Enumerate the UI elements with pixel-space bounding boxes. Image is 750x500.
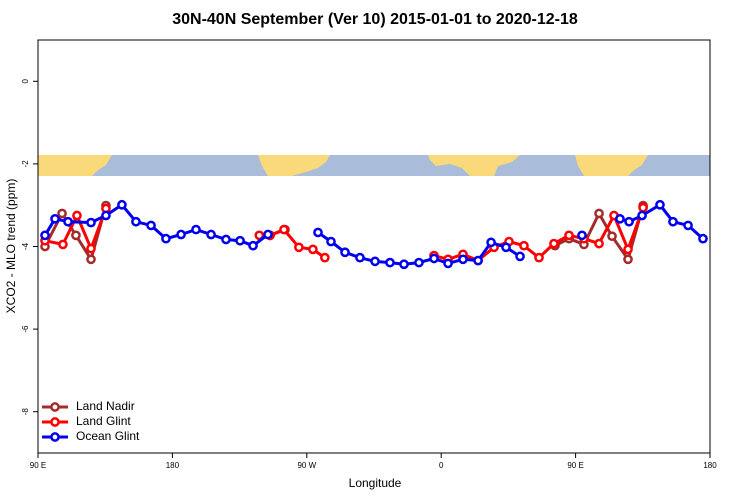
- plot-frame: [37, 39, 711, 454]
- data-point: [355, 252, 365, 263]
- legend-label: Land Glint: [76, 414, 131, 428]
- x-tick-label: 90 W: [297, 461, 316, 470]
- data-point: [72, 210, 82, 221]
- data-point: [117, 199, 127, 210]
- y-tick-label: 0: [21, 79, 30, 84]
- map-strip: [38, 155, 710, 176]
- data-point: [515, 251, 525, 262]
- data-point: [414, 257, 424, 268]
- data-point: [263, 229, 273, 240]
- chart-title: 30N-40N September (Ver 10) 2015-01-01 to…: [172, 11, 578, 28]
- data-point: [594, 208, 604, 219]
- data-point: [615, 213, 625, 224]
- x-axis-label: Longitude: [349, 476, 402, 490]
- data-point: [638, 202, 648, 213]
- data-point: [308, 244, 318, 255]
- data-point: [71, 230, 81, 241]
- x-tick-label: 180: [166, 461, 180, 470]
- data-point: [683, 220, 693, 231]
- data-point: [191, 224, 201, 235]
- data-point: [254, 230, 265, 241]
- data-point: [131, 216, 141, 227]
- data-point: [50, 213, 60, 224]
- data-point: [63, 216, 73, 227]
- y-tick-label: -4: [21, 242, 30, 250]
- data-point: [221, 234, 231, 245]
- data-point: [534, 252, 544, 263]
- data-point: [549, 238, 559, 249]
- data-point: [40, 230, 50, 241]
- data-point: [429, 253, 439, 264]
- data-point: [58, 239, 68, 250]
- data-point: [326, 236, 336, 247]
- data-point: [176, 229, 186, 240]
- data-point: [313, 227, 323, 238]
- data-point: [486, 237, 496, 248]
- data-point: [86, 217, 96, 228]
- data-point: [624, 216, 634, 227]
- data-point: [385, 257, 395, 268]
- data-point: [161, 233, 171, 244]
- data-point: [279, 224, 289, 235]
- y-axis-label: XCO2 - MLO trend (ppm): [4, 179, 18, 314]
- data-point: [501, 242, 511, 253]
- data-point: [86, 254, 96, 265]
- data-point: [86, 243, 96, 254]
- data-point: [248, 240, 258, 251]
- data-point: [607, 231, 617, 242]
- legend-label: Land Nadir: [76, 399, 135, 413]
- data-point: [206, 229, 216, 240]
- legend-marker: [50, 417, 60, 427]
- data-point: [577, 230, 587, 241]
- data-point: [370, 256, 380, 267]
- data-point: [57, 208, 67, 219]
- data-point: [564, 230, 574, 241]
- y-tick-label: -8: [21, 408, 30, 416]
- data-point: [698, 233, 708, 244]
- data-point: [340, 247, 350, 258]
- x-tick-label: 90 E: [30, 461, 46, 470]
- data-point: [655, 199, 665, 210]
- data-point: [668, 216, 678, 227]
- x-tick-label: 90 E: [567, 461, 583, 470]
- data-point: [473, 255, 483, 266]
- x-tick-label: 180: [703, 461, 717, 470]
- data-point: [399, 259, 409, 270]
- data-point: [443, 258, 453, 269]
- y-tick-label: -6: [21, 325, 30, 333]
- data-point: [623, 254, 633, 265]
- data-point: [146, 220, 156, 231]
- data-point: [637, 210, 647, 221]
- data-point: [235, 235, 245, 246]
- data-point: [294, 242, 304, 253]
- legend-marker: [50, 402, 60, 412]
- data-point: [519, 240, 529, 251]
- data-point: [594, 238, 604, 249]
- legend-marker: [50, 432, 60, 442]
- y-tick-label: -2: [21, 160, 30, 168]
- data-point: [458, 254, 468, 265]
- data-point: [623, 244, 633, 255]
- data-point: [320, 252, 330, 263]
- data-point: [101, 210, 111, 221]
- legend-label: Ocean Glint: [76, 429, 140, 443]
- x-tick-label: 0: [439, 461, 444, 470]
